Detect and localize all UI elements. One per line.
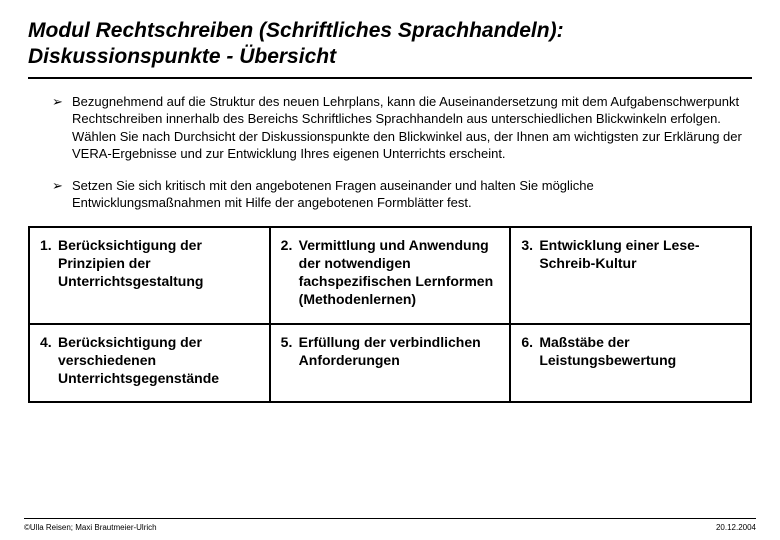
cell-text: Erfüllung der verbindlichen Anforderunge… <box>299 333 500 369</box>
bullet-text: Setzen Sie sich kritisch mit den angebot… <box>72 177 746 212</box>
grid-cell: 4. Berücksichtigung der verschiedenen Un… <box>29 324 270 403</box>
cell-number: 5. <box>281 333 299 369</box>
slide: Modul Rechtschreiben (Schriftliches Spra… <box>0 0 780 411</box>
cell-text: Berücksichtigung der Prinzipien der Unte… <box>58 236 259 291</box>
bullet-item: ➢ Bezugnehmend auf die Struktur des neue… <box>52 93 746 163</box>
cell-number: 1. <box>40 236 58 291</box>
grid-cell: 5. Erfüllung der verbindlichen Anforderu… <box>270 324 511 403</box>
cell-text: Vermittlung und Anwendung der notwendige… <box>299 236 500 309</box>
footer-credit: ©Ulla Reisen; Maxi Brautmeier-Ulrich <box>24 523 157 532</box>
cell-text: Entwicklung einer Lese-Schreib-Kultur <box>539 236 740 272</box>
footer: ©Ulla Reisen; Maxi Brautmeier-Ulrich 20.… <box>24 518 756 532</box>
grid-cell: 6. Maßstäbe der Leistungsbewertung <box>510 324 751 403</box>
grid-cell: 1. Berücksichtigung der Prinzipien der U… <box>29 227 270 324</box>
bullet-marker-icon: ➢ <box>52 93 72 163</box>
cell-number: 2. <box>281 236 299 309</box>
cell-number: 3. <box>521 236 539 272</box>
bullet-text: Bezugnehmend auf die Struktur des neuen … <box>72 93 746 163</box>
slide-title: Modul Rechtschreiben (Schriftliches Spra… <box>28 18 752 79</box>
grid-cell: 3. Entwicklung einer Lese-Schreib-Kultur <box>510 227 751 324</box>
bullet-marker-icon: ➢ <box>52 177 72 212</box>
discussion-grid: 1. Berücksichtigung der Prinzipien der U… <box>28 226 752 403</box>
footer-date: 20.12.2004 <box>716 523 756 532</box>
cell-number: 4. <box>40 333 58 388</box>
cell-number: 6. <box>521 333 539 369</box>
cell-text: Berücksichtigung der verschiedenen Unter… <box>58 333 259 388</box>
bullet-list: ➢ Bezugnehmend auf die Struktur des neue… <box>28 93 752 212</box>
bullet-item: ➢ Setzen Sie sich kritisch mit den angeb… <box>52 177 746 212</box>
cell-text: Maßstäbe der Leistungsbewertung <box>539 333 740 369</box>
grid-cell: 2. Vermittlung und Anwendung der notwend… <box>270 227 511 324</box>
